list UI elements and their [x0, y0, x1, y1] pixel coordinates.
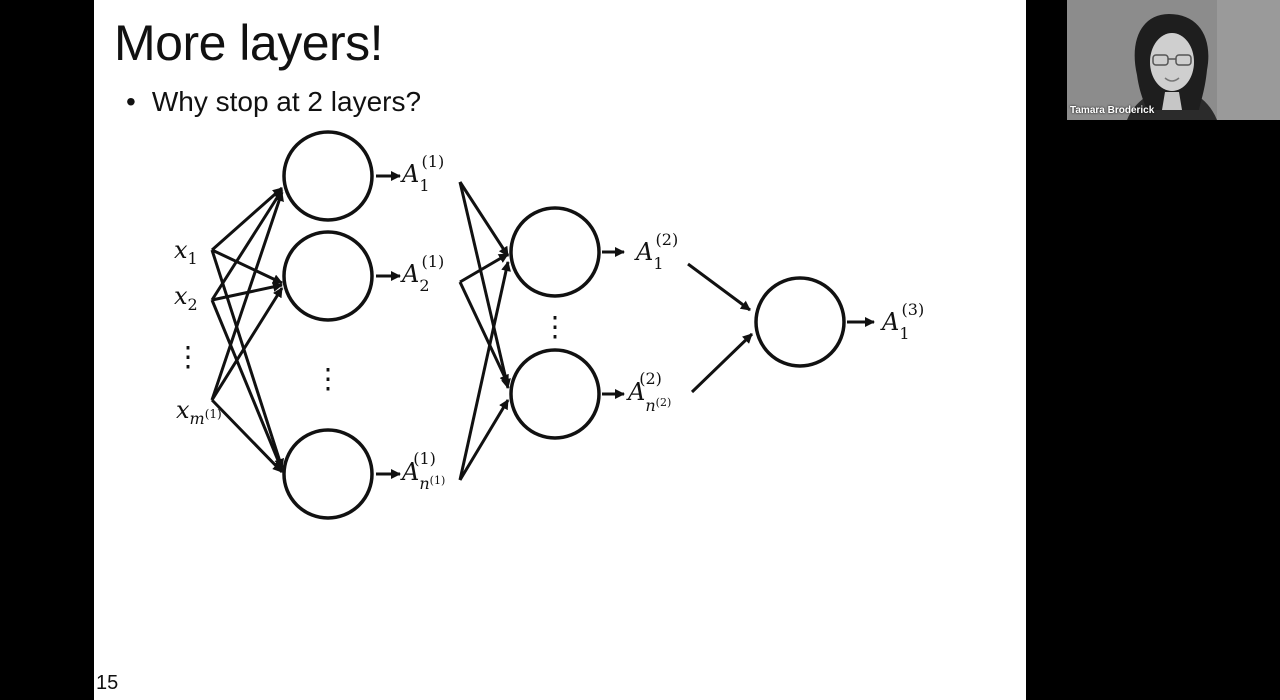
layer2-ellipsis: ⋮ — [541, 310, 569, 343]
output-label-A2-1: A2(1) — [400, 252, 444, 295]
edge — [459, 252, 509, 284]
output-label-An-2: An(2)(2) — [626, 369, 671, 415]
edge — [458, 181, 510, 257]
participant-name: Tamara Broderick — [1070, 105, 1155, 116]
bullet-dot: • — [126, 86, 136, 117]
input-label-xm: xm(1) — [176, 396, 222, 428]
slide-title: More layers! — [114, 15, 384, 71]
slide: More layers! • Why stop at 2 layers? ⋮ — [94, 0, 1026, 700]
participant-video-tile[interactable]: Tamara Broderick — [1067, 0, 1280, 120]
edge — [210, 398, 284, 474]
layer1-output-arrows — [376, 171, 401, 479]
edge — [210, 249, 285, 469]
edge — [210, 287, 284, 401]
neuron — [509, 206, 601, 298]
output-label-An-1: An(1)(1) — [400, 449, 445, 493]
input-edges — [210, 186, 285, 474]
edge — [458, 261, 511, 481]
edge — [211, 248, 283, 285]
edge — [211, 186, 283, 252]
input-label-x2: x2 — [174, 282, 198, 314]
neuron — [509, 348, 601, 440]
neuron — [282, 428, 374, 520]
output-label-A1-2: A1(2) — [634, 230, 678, 273]
layer2-neurons — [509, 206, 601, 440]
edge — [210, 189, 284, 301]
bullet-text: Why stop at 2 layers? — [151, 86, 422, 117]
output-label-A1-1: A1(1) — [400, 152, 444, 195]
network-diagram: ⋮ ⋮ — [174, 130, 924, 520]
edge — [690, 332, 754, 394]
input-ellipsis: ⋮ — [174, 340, 202, 373]
input-label-x1: x1 — [174, 236, 198, 268]
edge — [458, 281, 510, 385]
output-neuron — [754, 276, 846, 368]
neuron — [282, 130, 374, 222]
neuron — [282, 230, 374, 322]
output-edges — [687, 262, 754, 394]
edge — [210, 299, 284, 471]
layer1-ellipsis: ⋮ — [314, 362, 342, 395]
edge — [687, 262, 751, 312]
hidden-edges — [458, 181, 511, 481]
slide-number: 15 — [96, 672, 119, 694]
edge — [458, 399, 510, 481]
edge — [458, 181, 511, 389]
layer1-neurons — [282, 130, 374, 520]
edge — [210, 191, 284, 401]
output-label-A1-3: A1(3) — [880, 300, 924, 343]
bullet-point: • Why stop at 2 layers? — [126, 86, 421, 118]
layer2-output-arrows — [602, 247, 625, 399]
participant-video — [1067, 0, 1280, 120]
